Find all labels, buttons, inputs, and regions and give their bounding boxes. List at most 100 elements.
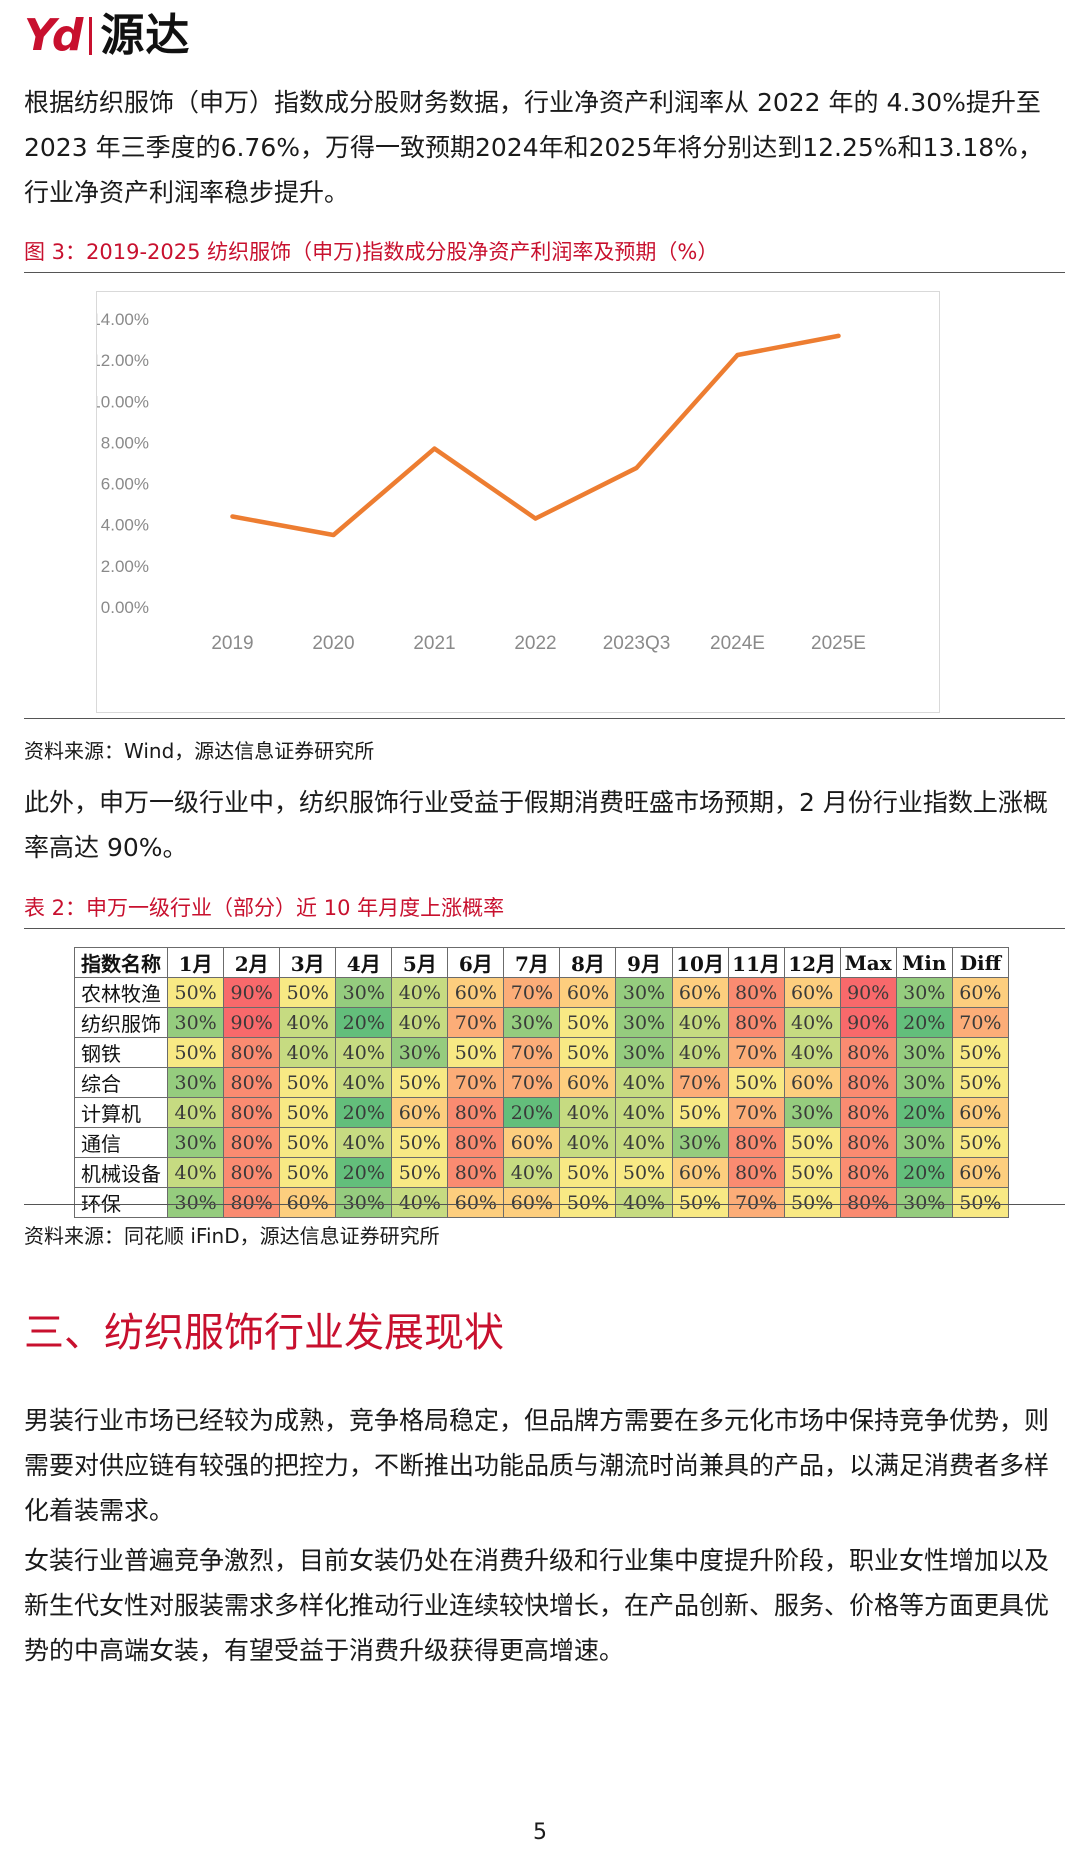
probability-cell: 60% xyxy=(783,977,841,1008)
table-header-cell: 11月 xyxy=(727,947,785,978)
probability-cell: 80% xyxy=(839,1067,897,1098)
roe-line-chart: 0.00% 2.00% 4.00% 6.00% 8.00% 10.00% 12.00% 14.… xyxy=(91,291,940,713)
probability-cell: 40% xyxy=(167,1097,225,1128)
probability-cell: 40% xyxy=(783,1037,841,1068)
table-header-cell: 7月 xyxy=(503,947,561,978)
table-header-cell: Min xyxy=(895,947,953,978)
probability-cell: 50% xyxy=(559,1007,617,1038)
probability-cell: 40% xyxy=(167,1157,225,1188)
probability-cell: 90% xyxy=(839,1007,897,1038)
table-header-cell: 指数名称 xyxy=(73,947,169,978)
probability-cell: 40% xyxy=(559,1097,617,1128)
probability-cell: 20% xyxy=(335,1007,393,1038)
data-point xyxy=(634,465,639,470)
row-index-name: 机械设备 xyxy=(73,1157,169,1188)
table-row: 环保 30% 80% 60% 30% 40% 60% 60% 50% 40% 50% 70% 50% 80… xyxy=(73,1187,1010,1218)
table-header-row: 指数名称 1月 2月 3月 4月 5月 6月 7月 8月 9月 10月 11月 12月 Max Min Dif… xyxy=(73,947,1010,978)
probability-cell: 60% xyxy=(671,977,729,1008)
probability-cell: 30% xyxy=(167,1127,225,1158)
probability-cell: 50% xyxy=(167,977,225,1008)
data-point xyxy=(533,516,538,521)
probability-cell: 80% xyxy=(223,1037,281,1068)
probability-cell: 80% xyxy=(839,1037,897,1068)
probability-cell: 80% xyxy=(839,1127,897,1158)
table-header-cell: 4月 xyxy=(335,947,393,978)
probability-cell: 50% xyxy=(951,1187,1010,1218)
probability-cell: 40% xyxy=(391,1007,449,1038)
probability-cell: 20% xyxy=(335,1157,393,1188)
table-header-cell: 12月 xyxy=(783,947,841,978)
probability-cell: 70% xyxy=(447,1007,505,1038)
table-top-rule xyxy=(24,928,1065,929)
probability-cell: 50% xyxy=(279,1127,337,1158)
data-point xyxy=(836,333,841,338)
row-index-name: 计算机 xyxy=(73,1097,169,1128)
probability-cell: 80% xyxy=(223,1067,281,1098)
table-row: 钢铁 50% 80% 40% 40% 30% 50% 70% 50% 30% 40% 70% 40% 80… xyxy=(73,1037,1010,1068)
table-row: 综合 30% 80% 50% 40% 50% 70% 70% 60% 40% 70% 50% 60% 80… xyxy=(73,1067,1010,1098)
table-row: 纺织服饰 30% 90% 40% 20% 40% 70% 30% 50% 30% 40% 80% 40%… xyxy=(73,1007,1010,1038)
probability-cell: 30% xyxy=(335,1187,393,1218)
probability-cell: 80% xyxy=(223,1097,281,1128)
probability-cell: 80% xyxy=(447,1127,505,1158)
probability-cell: 60% xyxy=(447,1187,505,1218)
probability-cell: 50% xyxy=(279,1097,337,1128)
probability-cell: 70% xyxy=(951,1007,1010,1038)
probability-cell: 40% xyxy=(391,977,449,1008)
probability-cell: 30% xyxy=(503,1007,561,1038)
probability-cell: 40% xyxy=(615,1067,673,1098)
probability-cell: 30% xyxy=(167,1007,225,1038)
y-tick-label: 10.00% xyxy=(97,392,149,411)
probability-cell: 60% xyxy=(391,1097,449,1128)
table-source: 资料来源：同花顺 iFinD，源达信息证券研究所 xyxy=(24,1224,440,1248)
monthly-rise-probability-table: 指数名称 1月 2月 3月 4月 5月 6月 7月 8月 9月 10月 11月 12月 Max Min Dif… xyxy=(73,947,1010,1218)
probability-cell: 80% xyxy=(727,1007,785,1038)
table-header-cell: 6月 xyxy=(447,947,505,978)
probability-cell: 50% xyxy=(951,1037,1010,1068)
probability-cell: 50% xyxy=(951,1127,1010,1158)
probability-cell: 60% xyxy=(447,977,505,1008)
x-tick-label: 2019 xyxy=(211,633,253,654)
y-tick-label: 2.00% xyxy=(101,557,149,576)
table-body: 农林牧渔 50% 90% 50% 30% 40% 60% 70% 60% 30% 60% 80% 60%… xyxy=(73,977,1010,1218)
logo-divider xyxy=(89,17,93,55)
probability-cell: 40% xyxy=(559,1127,617,1158)
probability-cell: 50% xyxy=(671,1187,729,1218)
probability-cell: 20% xyxy=(895,1007,953,1038)
probability-cell: 50% xyxy=(727,1067,785,1098)
y-tick-label: 14.00% xyxy=(97,310,149,329)
probability-cell: 80% xyxy=(223,1127,281,1158)
probability-cell: 30% xyxy=(167,1187,225,1218)
probability-cell: 90% xyxy=(223,977,281,1008)
probability-cell: 30% xyxy=(895,1037,953,1068)
row-index-name: 纺织服饰 xyxy=(73,1007,169,1038)
table-header-cell: 8月 xyxy=(559,947,617,978)
probability-cell: 40% xyxy=(279,1037,337,1068)
probability-cell: 20% xyxy=(335,1097,393,1128)
probability-cell: 40% xyxy=(615,1127,673,1158)
table-row: 农林牧渔 50% 90% 50% 30% 40% 60% 70% 60% 30% 60% 80% 60%… xyxy=(73,977,1010,1008)
row-index-name: 钢铁 xyxy=(73,1037,169,1068)
table-header-cell: Diff xyxy=(951,947,1010,978)
row-index-name: 综合 xyxy=(73,1067,169,1098)
table-row: 通信 30% 80% 50% 40% 50% 80% 60% 40% 40% 30% 80% 50% 80… xyxy=(73,1127,1010,1158)
probability-cell: 30% xyxy=(615,977,673,1008)
probability-cell: 30% xyxy=(783,1097,841,1128)
probability-cell: 40% xyxy=(615,1097,673,1128)
paragraph-roe-intro: 根据纺织服饰（申万）指数成分股财务数据，行业净资产利润率从 2022 年的 4.… xyxy=(24,88,1043,207)
probability-cell: 60% xyxy=(951,1097,1010,1128)
x-tick-label: 2020 xyxy=(312,633,354,654)
probability-cell: 90% xyxy=(223,1007,281,1038)
y-tick-label: 8.00% xyxy=(101,433,149,452)
probability-cell: 30% xyxy=(167,1067,225,1098)
probability-cell: 50% xyxy=(391,1127,449,1158)
probability-cell: 70% xyxy=(671,1067,729,1098)
probability-cell: 50% xyxy=(783,1157,841,1188)
data-point xyxy=(735,353,740,357)
probability-cell: 90% xyxy=(839,977,897,1008)
probability-cell: 30% xyxy=(895,977,953,1008)
table-row: 机械设备 40% 80% 50% 20% 50% 80% 40% 50% 50% 60% 80% 50%… xyxy=(73,1157,1010,1188)
probability-cell: 30% xyxy=(615,1037,673,1068)
table-header-cell: 2月 xyxy=(223,947,281,978)
probability-cell: 40% xyxy=(335,1067,393,1098)
